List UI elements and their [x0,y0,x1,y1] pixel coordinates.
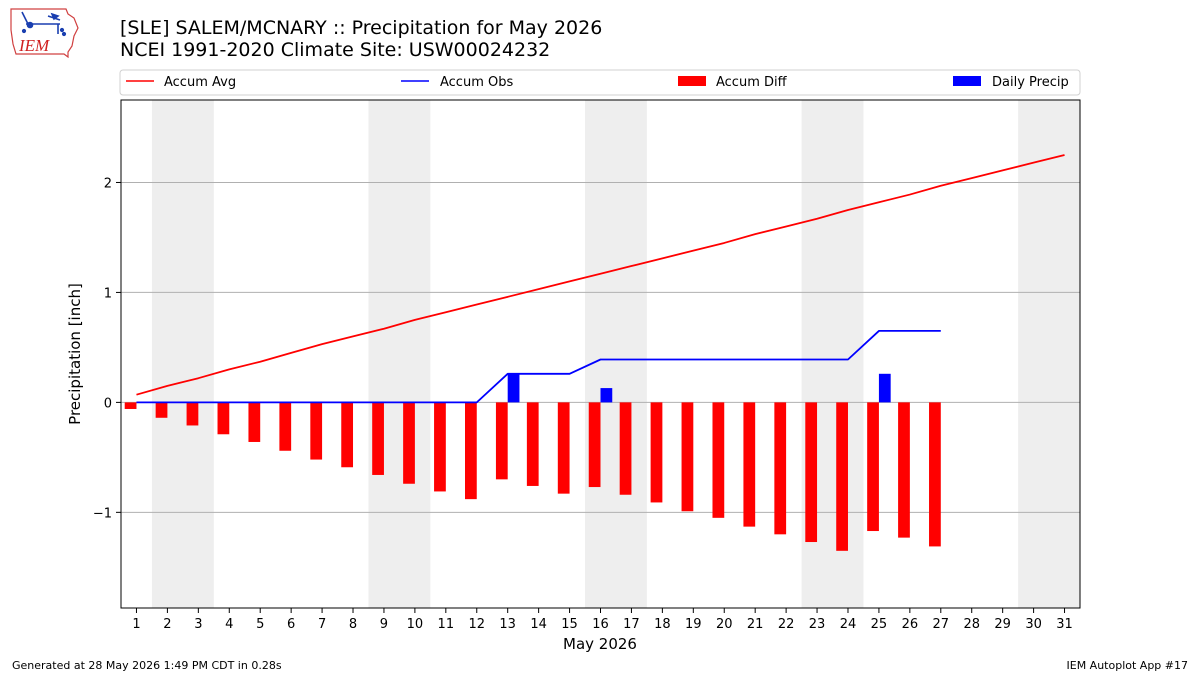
x-tick-label: 4 [225,617,233,632]
y-axis-ticks: −1 0 1 2 [93,176,121,521]
accum-diff-bar [743,402,756,527]
generated-timestamp: Generated at 28 May 2026 1:49 PM CDT in … [12,659,282,672]
accum-diff-bar [712,402,725,518]
x-tick-label: 20 [716,617,733,632]
accum-diff-bar [898,402,910,538]
y-tick-label: 0 [104,396,112,411]
x-tick-label: 2 [163,617,171,632]
x-tick-label: 1 [132,617,140,632]
accum-diff-bar [774,402,787,535]
daily-precip-bar [600,388,613,403]
x-tick-label: 28 [963,617,980,632]
x-tick-label: 26 [902,617,919,632]
accum-diff-bar [279,402,292,451]
legend-label-accum-obs: Accum Obs [440,75,513,90]
x-axis-ticks: 1 2 3 4 5 6 7 8 9 10 11 12 13 14 15 16 17 18 19 20 21 22 23 24 2… [132,608,1073,632]
accum-diff-bar [619,402,632,495]
iem-logo: IEM [10,8,79,58]
x-tick-label: 30 [1025,617,1042,632]
accum-diff-bar [495,402,508,480]
accum-diff-bar [465,402,477,500]
legend-swatch-daily-precip [953,76,981,86]
accum-diff-bar [557,402,570,494]
x-tick-label: 24 [840,617,857,632]
accum-diff-bar [403,402,415,484]
weekend-shading [151,100,1080,608]
accum-diff-bar [341,402,354,468]
accum-diff-bar [372,402,384,475]
legend-box [119,69,1081,96]
accum-diff-bar [124,402,137,409]
x-tick-label: 8 [349,617,357,632]
x-tick-label: 21 [747,617,764,632]
x-tick-label: 19 [685,617,702,632]
y-tick-label: 1 [104,286,112,301]
app-label: IEM Autoplot App #17 [1066,659,1189,672]
weekend-shade-2 [585,100,647,608]
accum-avg-line [136,154,1065,396]
x-tick-label: 3 [194,617,202,632]
legend-label-daily-precip: Daily Precip [992,75,1069,90]
x-tick-label: 25 [871,617,888,632]
accum-diff-bar [186,402,199,426]
accum-diff-bar [929,402,941,547]
accum-diff-bar [681,402,694,512]
y-tick-label: −1 [93,506,112,521]
accum-diff-bar [588,402,601,488]
accum-diff-bar [650,402,663,503]
x-axis-label: May 2026 [563,635,637,653]
accum-diff-bar [526,402,539,486]
accum-diff-bar [836,402,848,551]
accum-diff-bar [248,402,261,442]
x-tick-label: 18 [654,617,671,632]
accum-diff-bars [124,402,941,551]
x-tick-label: 14 [530,617,547,632]
y-tick-label: 2 [104,176,112,191]
accum-diff-bar [805,402,818,543]
x-tick-label: 27 [933,617,950,632]
accum-diff-bar [310,402,323,460]
x-tick-label: 10 [407,617,424,632]
accum-obs-line [136,330,941,404]
weekend-shade-4 [1018,100,1080,608]
accum-diff-bar [867,402,879,532]
daily-precip-bar [878,373,891,403]
x-tick-label: 11 [438,617,455,632]
accum-diff-bar [217,402,230,435]
x-tick-label: 17 [623,617,640,632]
x-tick-label: 29 [994,617,1011,632]
legend: Accum Avg Accum Obs Accum Diff Daily Pre… [119,69,1081,96]
x-tick-label: 16 [592,617,609,632]
logo-text: IEM [18,36,50,55]
daily-precip-bar [507,373,520,403]
chart-subtitle: NCEI 1991-2020 Climate Site: USW00024232 [120,39,551,61]
x-tick-label: 9 [380,617,388,632]
daily-precip-bars [507,373,891,403]
accum-diff-bar [155,402,168,418]
y-axis-label: Precipitation [inch] [66,283,84,425]
x-tick-label: 7 [318,617,326,632]
weekend-shade-1 [368,100,431,608]
x-tick-label: 13 [499,617,516,632]
accum-diff-bar [434,402,446,492]
x-tick-label: 12 [468,617,485,632]
legend-label-accum-diff: Accum Diff [716,75,788,90]
legend-swatch-accum-diff [678,76,706,86]
x-tick-label: 31 [1056,617,1073,632]
weather-instruments-icon [21,11,67,37]
x-tick-label: 6 [287,617,295,632]
chart-title: [SLE] SALEM/MCNARY :: Precipitation for … [120,17,603,39]
weekend-shade-0 [151,100,214,608]
x-tick-label: 23 [809,617,826,632]
legend-label-accum-avg: Accum Avg [164,75,236,90]
x-tick-label: 22 [778,617,795,632]
accum-lines [136,154,1065,404]
x-tick-label: 15 [561,617,578,632]
iowa-outline-shape [10,8,79,58]
x-tick-label: 5 [256,617,264,632]
